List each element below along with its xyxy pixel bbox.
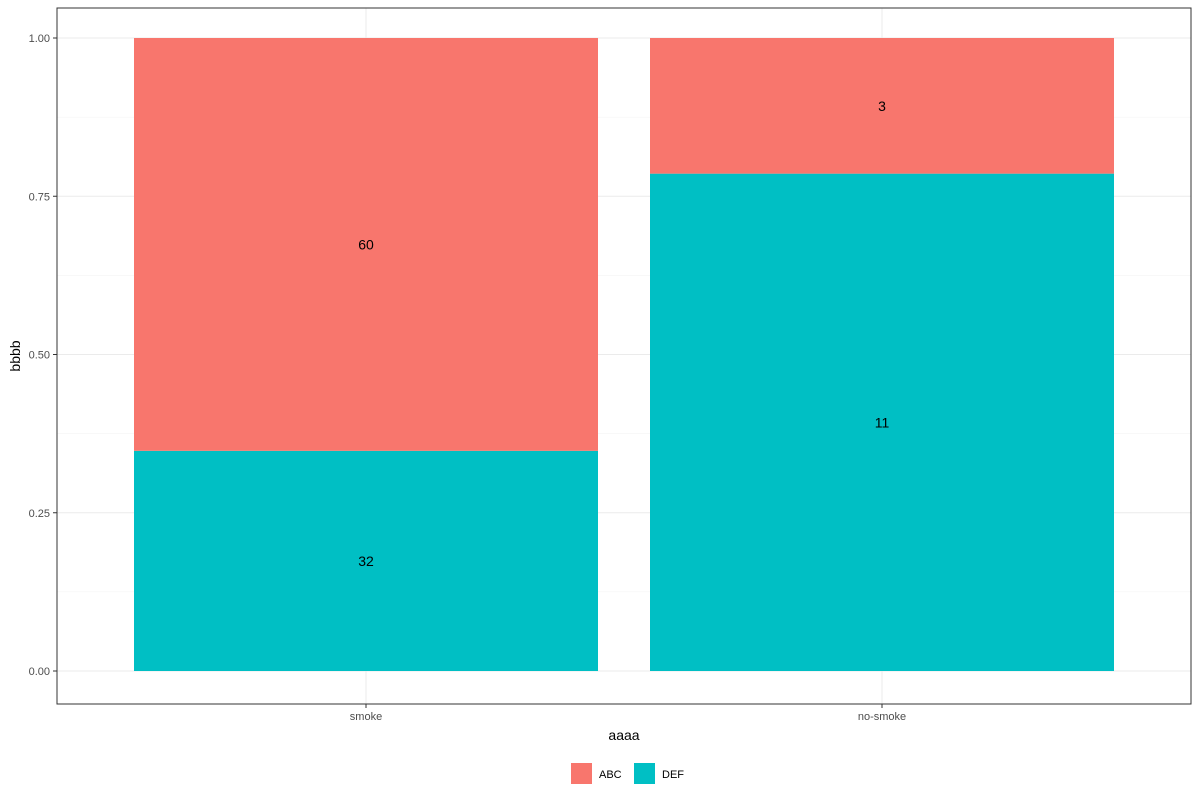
legend-key-abc <box>571 763 592 784</box>
y-tick-label: 0.25 <box>29 508 50 520</box>
bar-abc-no-smoke <box>650 38 1114 174</box>
bar-def-smoke <box>134 450 598 671</box>
y-axis: 0.00 0.25 0.50 0.75 1.00 <box>29 33 57 678</box>
x-tick-label: smoke <box>350 711 382 723</box>
bar-value-label: 3 <box>878 98 886 114</box>
y-tick-label: 0.75 <box>29 191 50 203</box>
bar-value-label: 32 <box>358 553 374 569</box>
legend: ABC DEF <box>571 763 684 784</box>
y-tick-label: 0.00 <box>29 666 50 678</box>
x-axis: smoke no-smoke <box>350 704 906 723</box>
legend-label: ABC <box>599 769 622 781</box>
legend-label: DEF <box>662 769 684 781</box>
bar-abc-smoke <box>134 38 598 451</box>
bar-labels: 32 60 11 3 <box>358 98 889 569</box>
bar-value-label: 60 <box>358 236 374 252</box>
x-axis-title: aaaa <box>608 727 639 743</box>
bars <box>134 38 1114 671</box>
plot-panel-border <box>56 7 1192 705</box>
y-tick-label: 0.50 <box>29 350 50 362</box>
x-tick-label: no-smoke <box>858 711 906 723</box>
y-axis-title: bbbb <box>7 340 23 371</box>
bar-value-label: 11 <box>875 414 890 430</box>
bar-def-no-smoke <box>650 173 1114 671</box>
legend-key-def <box>634 763 655 784</box>
y-tick-label: 1.00 <box>29 33 50 45</box>
